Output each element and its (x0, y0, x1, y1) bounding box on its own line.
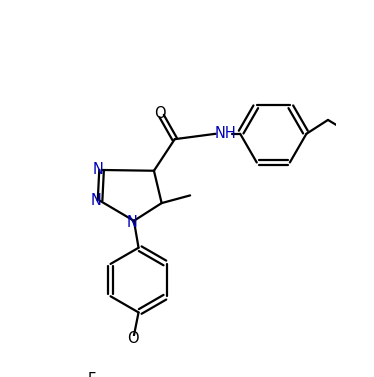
Text: F: F (87, 372, 95, 377)
Text: N: N (91, 193, 102, 208)
Text: N: N (127, 215, 138, 230)
Text: O: O (154, 106, 166, 121)
Text: NH: NH (215, 126, 236, 141)
Text: O: O (127, 331, 139, 346)
Text: N: N (92, 162, 103, 178)
